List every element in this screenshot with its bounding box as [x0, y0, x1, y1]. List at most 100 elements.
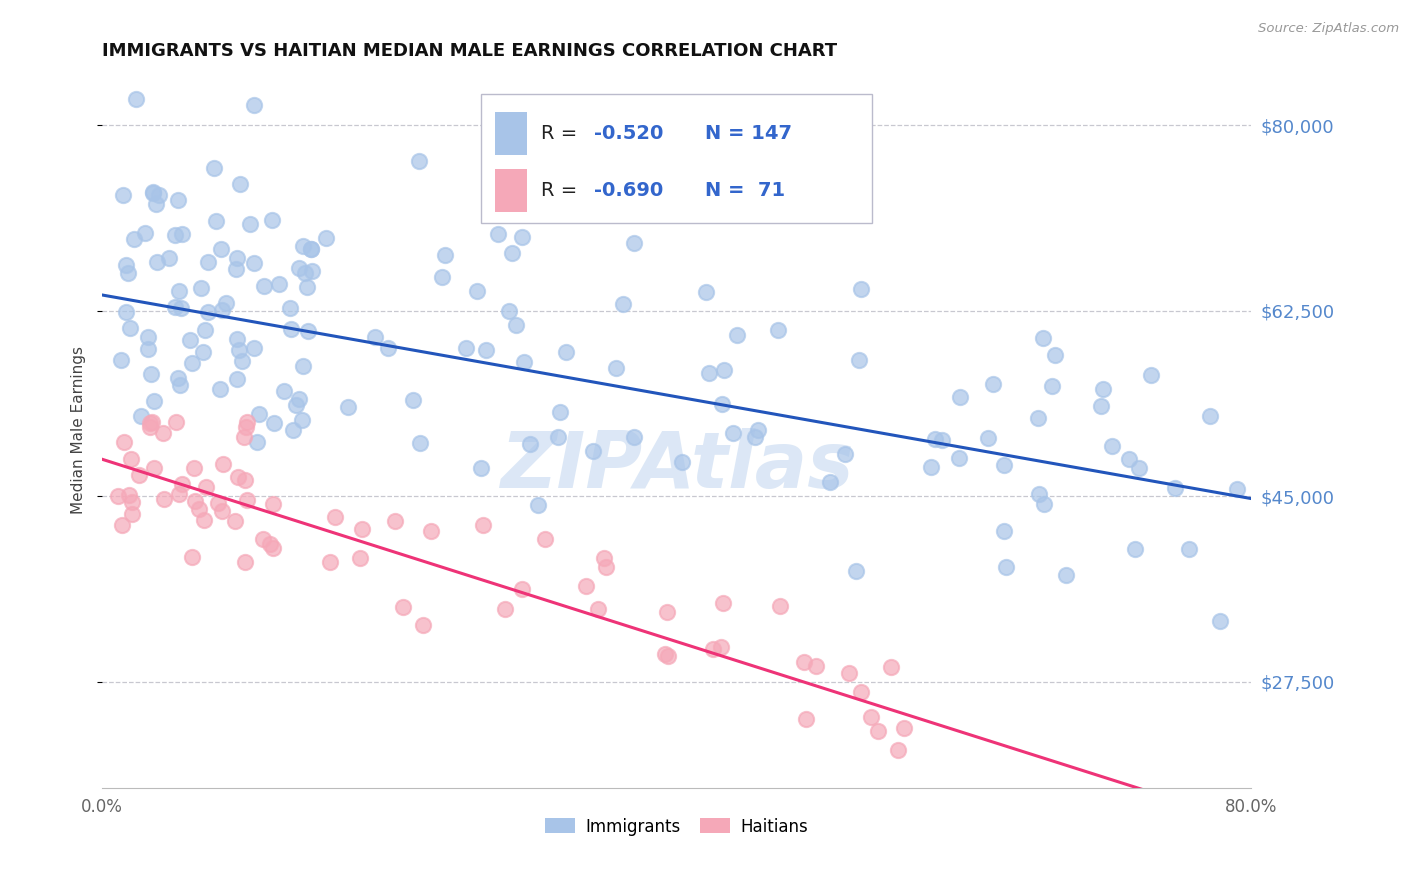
Point	[595, 560, 617, 574]
Point	[183, 461, 205, 475]
Point	[211, 504, 233, 518]
Point	[710, 397, 733, 411]
Point	[794, 712, 817, 726]
Point	[239, 218, 262, 232]
Point	[169, 378, 191, 392]
Point	[141, 415, 163, 429]
Point	[318, 555, 340, 569]
Point	[475, 343, 498, 357]
Point	[1226, 482, 1249, 496]
Point	[994, 559, 1017, 574]
Point	[1033, 497, 1056, 511]
Point	[510, 230, 533, 244]
Point	[1026, 411, 1049, 425]
Point	[121, 507, 143, 521]
Point	[167, 284, 190, 298]
Point	[139, 416, 162, 430]
Point	[287, 261, 309, 276]
Point	[1178, 541, 1201, 556]
Y-axis label: Median Male Earnings: Median Male Earnings	[72, 346, 86, 514]
Point	[315, 231, 337, 245]
Point	[170, 301, 193, 315]
Point	[409, 436, 432, 450]
Point	[292, 359, 315, 373]
Point	[236, 493, 259, 508]
Point	[278, 301, 301, 315]
Text: IMMIGRANTS VS HAITIAN MEDIAN MALE EARNINGS CORRELATION CHART: IMMIGRANTS VS HAITIAN MEDIAN MALE EARNIN…	[103, 42, 838, 60]
Point	[166, 193, 188, 207]
Point	[671, 455, 693, 469]
Point	[165, 415, 187, 429]
Point	[297, 280, 319, 294]
Point	[166, 371, 188, 385]
Point	[993, 458, 1015, 472]
Point	[167, 487, 190, 501]
Point	[605, 360, 627, 375]
Point	[623, 235, 645, 250]
Point	[112, 188, 135, 202]
Point	[849, 685, 872, 699]
Point	[981, 376, 1004, 391]
Point	[948, 450, 970, 465]
Point	[194, 322, 217, 336]
Point	[976, 431, 998, 445]
Point	[1043, 348, 1066, 362]
Point	[145, 255, 167, 269]
Point	[233, 555, 256, 569]
Point	[136, 342, 159, 356]
Point	[291, 413, 314, 427]
Point	[350, 522, 373, 536]
Point	[228, 177, 250, 191]
Point	[165, 227, 187, 242]
Point	[1118, 451, 1140, 466]
Point	[1123, 541, 1146, 556]
Point	[769, 599, 792, 613]
Point	[793, 655, 815, 669]
Point	[470, 460, 492, 475]
FancyBboxPatch shape	[495, 112, 527, 154]
Point	[115, 305, 138, 319]
Point	[432, 269, 454, 284]
Point	[142, 393, 165, 408]
Point	[702, 642, 724, 657]
Point	[838, 665, 860, 680]
Point	[887, 743, 910, 757]
Point	[180, 356, 202, 370]
Point	[893, 721, 915, 735]
FancyBboxPatch shape	[495, 169, 527, 212]
Point	[225, 333, 247, 347]
Point	[349, 551, 371, 566]
Point	[273, 384, 295, 398]
Point	[142, 186, 165, 201]
Point	[235, 419, 257, 434]
Point	[259, 537, 281, 551]
Point	[465, 285, 488, 299]
Point	[711, 596, 734, 610]
Point	[197, 255, 219, 269]
Point	[299, 242, 322, 256]
Point	[747, 423, 769, 437]
Point	[849, 282, 872, 296]
Point	[845, 564, 868, 578]
Point	[235, 473, 257, 487]
Point	[297, 324, 319, 338]
Text: R =: R =	[541, 124, 583, 143]
Point	[547, 430, 569, 444]
Point	[1128, 461, 1150, 475]
Point	[588, 602, 610, 616]
Point	[721, 426, 744, 441]
Point	[526, 498, 548, 512]
Point	[110, 518, 132, 533]
Point	[262, 497, 284, 511]
Point	[1209, 614, 1232, 628]
Point	[263, 416, 285, 430]
Point	[180, 550, 202, 565]
Point	[1140, 368, 1163, 382]
Point	[592, 551, 614, 566]
Point	[211, 457, 233, 471]
Point	[112, 434, 135, 449]
Point	[134, 226, 156, 240]
Point	[183, 494, 205, 508]
Point	[548, 405, 571, 419]
Point	[456, 341, 478, 355]
